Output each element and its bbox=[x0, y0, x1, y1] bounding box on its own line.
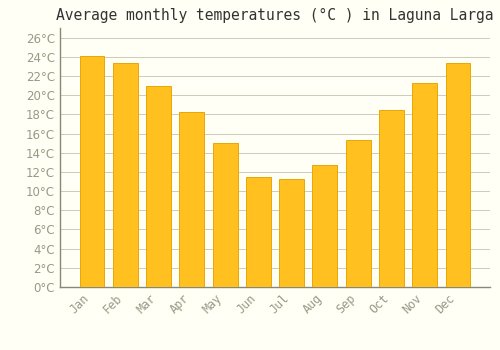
Bar bbox=[212, 143, 238, 287]
Bar bbox=[146, 85, 171, 287]
Bar bbox=[379, 110, 404, 287]
Bar bbox=[180, 112, 204, 287]
Bar bbox=[80, 56, 104, 287]
Bar bbox=[246, 177, 271, 287]
Bar bbox=[312, 165, 338, 287]
Bar bbox=[346, 140, 370, 287]
Title: Average monthly temperatures (°C ) in Laguna Larga: Average monthly temperatures (°C ) in La… bbox=[56, 8, 494, 23]
Bar bbox=[412, 83, 437, 287]
Bar bbox=[446, 63, 470, 287]
Bar bbox=[113, 63, 138, 287]
Bar bbox=[279, 178, 304, 287]
